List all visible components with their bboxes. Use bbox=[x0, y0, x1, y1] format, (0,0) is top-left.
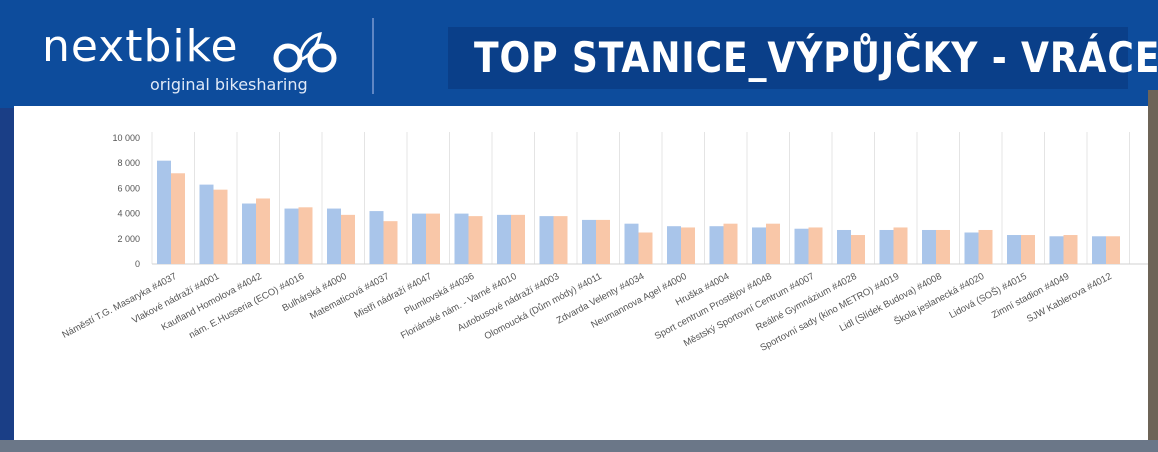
bar-series-1 bbox=[709, 226, 724, 264]
y-tick-label: 10 000 bbox=[112, 133, 140, 143]
bar-series-2 bbox=[341, 214, 355, 264]
bar-series-1 bbox=[582, 219, 596, 264]
bar-series-2 bbox=[936, 229, 950, 264]
logo-tagline: original bikesharing bbox=[150, 75, 308, 94]
bar-series-2 bbox=[298, 207, 313, 264]
y-axis: 0 2 000 4 000 6 000 8 000 10 000 bbox=[112, 133, 140, 269]
bar-series-2 bbox=[426, 213, 440, 264]
title-box: TOP STANICE_VÝPŮJČKY - VRÁCENÍ bbox=[448, 27, 1158, 89]
bar-series-1 bbox=[242, 203, 256, 264]
bar-series-1 bbox=[922, 229, 936, 264]
bar-series-2 bbox=[213, 189, 228, 264]
x-tick-label: Mistři nádraží #4047 bbox=[352, 271, 433, 321]
leaf-bike-icon bbox=[273, 31, 337, 73]
bottom-photo-strip bbox=[0, 440, 1158, 452]
bar-series-2 bbox=[256, 198, 270, 264]
bar-series-1 bbox=[752, 227, 766, 264]
bar-series-2 bbox=[1106, 236, 1120, 264]
bar-series-1 bbox=[964, 232, 979, 264]
bar-series-1 bbox=[667, 226, 681, 264]
bar-series-1 bbox=[1049, 236, 1064, 264]
bar-series-1 bbox=[837, 229, 851, 264]
bar-series-1 bbox=[1092, 236, 1106, 264]
y-tick-label: 2 000 bbox=[117, 234, 140, 244]
bar-chart: 0 2 000 4 000 6 000 8 000 10 000 Náměstí T.G.… bbox=[60, 132, 1148, 354]
bar-series-1 bbox=[794, 228, 809, 264]
bar-series-2 bbox=[808, 227, 823, 264]
logo-wordmark: nextbike bbox=[42, 21, 239, 72]
y-tick-label: 6 000 bbox=[117, 183, 140, 193]
nextbike-logo: nextbike original bikesharing bbox=[42, 22, 342, 98]
bar-series-1 bbox=[369, 211, 384, 264]
bar-series-2 bbox=[766, 223, 780, 264]
bar-series-1 bbox=[1007, 235, 1021, 264]
y-tick-label: 0 bbox=[135, 259, 140, 269]
bar-series bbox=[157, 160, 1120, 264]
bar-series-2 bbox=[171, 173, 185, 264]
bar-series-2 bbox=[1063, 235, 1078, 264]
background-photo-edge bbox=[1148, 90, 1158, 452]
bar-series-2 bbox=[851, 235, 865, 264]
bar-series-2 bbox=[638, 232, 653, 264]
bar-series-1 bbox=[412, 213, 426, 264]
page-title: TOP STANICE_VÝPŮJČKY - VRÁCENÍ bbox=[474, 33, 1158, 82]
bar-series-2 bbox=[596, 219, 610, 264]
header-banner: nextbike original bikesharing TOP STANIC… bbox=[0, 0, 1158, 108]
bar-series-1 bbox=[157, 160, 171, 264]
header-divider bbox=[372, 18, 374, 94]
y-tick-label: 8 000 bbox=[117, 158, 140, 168]
bar-series-2 bbox=[978, 229, 993, 264]
bar-series-2 bbox=[383, 221, 398, 264]
bar-series-2 bbox=[1021, 235, 1035, 264]
bar-series-1 bbox=[539, 216, 554, 264]
x-tick-label: Lidová (SOŠ) #4015 bbox=[947, 271, 1028, 321]
chart-panel: 0 2 000 4 000 6 000 8 000 10 000 Náměstí T.G.… bbox=[14, 106, 1148, 444]
bar-series-1 bbox=[199, 184, 214, 264]
bar-series-2 bbox=[553, 216, 568, 264]
bar-series-1 bbox=[454, 213, 469, 264]
bar-series-2 bbox=[893, 227, 908, 264]
bar-series-2 bbox=[723, 223, 738, 264]
bar-series-1 bbox=[879, 229, 894, 264]
bar-series-2 bbox=[511, 214, 525, 264]
bar-series-1 bbox=[497, 214, 511, 264]
y-tick-label: 4 000 bbox=[117, 209, 140, 219]
bar-series-2 bbox=[681, 227, 695, 264]
bar-series-1 bbox=[327, 208, 341, 264]
bar-series-1 bbox=[284, 208, 299, 264]
bar-series-2 bbox=[468, 216, 483, 264]
bar-series-1 bbox=[624, 223, 639, 264]
